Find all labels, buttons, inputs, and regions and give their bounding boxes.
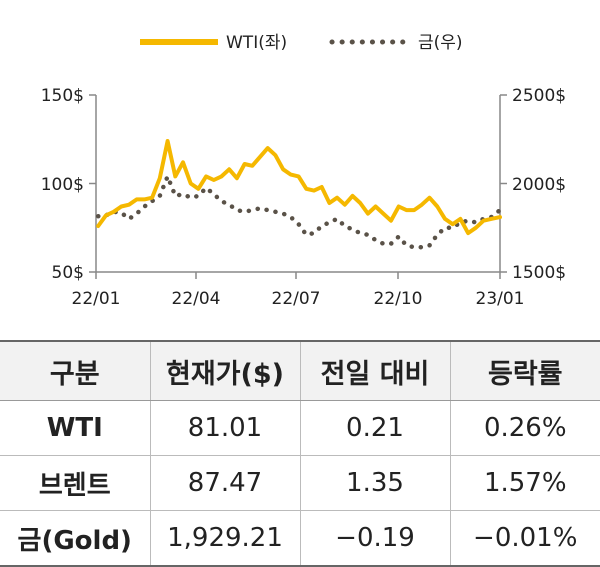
left-tick-label-50: 50$ bbox=[52, 263, 84, 283]
row-price: 87.47 bbox=[149, 455, 300, 511]
price-summary-table: 구분 현재가($) 전일 대비 등락률 WTI 81.01 0.21 0.26%… bbox=[0, 340, 600, 567]
right-tick-label-2500: 2500$ bbox=[512, 86, 566, 106]
legend-gold-label: 금(우) bbox=[418, 33, 463, 53]
wti-series-line bbox=[96, 139, 502, 236]
x-tick-label-22-04: 22/04 bbox=[172, 289, 221, 309]
row-price: 1,929.21 bbox=[149, 510, 300, 567]
x-tick-label-23-01: 23/01 bbox=[476, 289, 525, 309]
table-row: 금(Gold) 1,929.21 −0.19 −0.01% bbox=[0, 510, 600, 567]
right-tick-label-2000: 2000$ bbox=[512, 175, 566, 195]
x-tick-label-22-01: 22/01 bbox=[72, 289, 121, 309]
table-row: 브렌트 87.47 1.35 1.57% bbox=[0, 455, 600, 511]
row-rate: 1.57% bbox=[449, 455, 600, 511]
chart-legend: WTI(좌) 금(우) bbox=[140, 33, 463, 53]
row-rate: −0.01% bbox=[449, 510, 600, 567]
row-name: WTI bbox=[0, 400, 150, 456]
gold-series-line bbox=[95, 174, 503, 250]
row-name: 금(Gold) bbox=[0, 510, 150, 567]
table-row: WTI 81.01 0.21 0.26% bbox=[0, 400, 600, 456]
header-current-price: 현재가($) bbox=[149, 340, 300, 401]
oil-gold-price-chart: WTI(좌) 금(우) 150$ 100$ 50$ 2500$ 2000$ 15… bbox=[41, 33, 566, 309]
header-category: 구분 bbox=[0, 340, 150, 401]
table-header-row: 구분 현재가($) 전일 대비 등락률 bbox=[0, 340, 600, 401]
row-price: 81.01 bbox=[149, 400, 300, 456]
series-layer bbox=[95, 139, 503, 250]
x-tick-label-22-10: 22/10 bbox=[374, 289, 423, 309]
header-day-change: 전일 대비 bbox=[299, 340, 450, 401]
right-tick-label-1500: 1500$ bbox=[512, 263, 566, 283]
header-change-rate: 등락률 bbox=[449, 340, 600, 401]
left-tick-label-100: 100$ bbox=[41, 175, 84, 195]
row-change: −0.19 bbox=[299, 510, 450, 567]
row-rate: 0.26% bbox=[449, 400, 600, 456]
x-tick-label-22-07: 22/07 bbox=[272, 289, 321, 309]
chart-axes bbox=[89, 94, 507, 279]
tick-labels: 150$ 100$ 50$ 2500$ 2000$ 1500$ 22/01 22… bbox=[41, 86, 566, 309]
row-change: 0.21 bbox=[299, 400, 450, 456]
row-name: 브렌트 bbox=[0, 455, 150, 511]
left-tick-label-150: 150$ bbox=[41, 86, 84, 106]
row-change: 1.35 bbox=[299, 455, 450, 511]
legend-wti-label: WTI(좌) bbox=[226, 33, 287, 53]
